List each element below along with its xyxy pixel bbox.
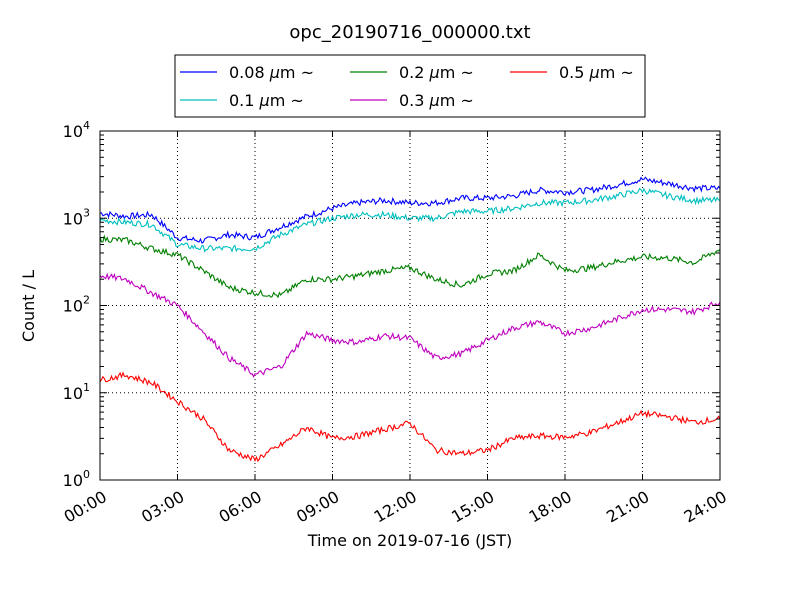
series-line-0.5	[99, 371, 721, 463]
grid	[100, 131, 720, 480]
legend-value: 0.3	[399, 91, 430, 110]
legend-label-0.1: 0.1 μm ~	[229, 91, 304, 110]
legend-mu: μ	[259, 91, 270, 110]
chart-title: opc_20190716_000000.txt	[289, 22, 530, 43]
legend-value: 0.2	[399, 63, 430, 82]
series-line-0.2	[99, 234, 721, 299]
legend-value: 0.1	[229, 91, 260, 110]
series-lines	[99, 176, 721, 463]
y-tick-exponent: 0	[83, 468, 90, 481]
legend-unit: m ~	[440, 91, 474, 110]
legend-label-0.08: 0.08 μm ~	[229, 63, 314, 82]
y-axis-label: Count / L	[19, 270, 38, 342]
y-tick-exponent: 2	[83, 294, 90, 307]
legend: 0.08 μm ~0.1 μm ~0.2 μm ~0.3 μm ~0.5 μm …	[174, 54, 646, 118]
y-tick-exponent: 4	[83, 119, 90, 132]
legend-label-0.2: 0.2 μm ~	[399, 63, 474, 82]
legend-value: 0.5	[559, 63, 590, 82]
legend-unit: m ~	[270, 91, 304, 110]
legend-label-0.3: 0.3 μm ~	[399, 91, 474, 110]
legend-value: 0.08	[229, 63, 270, 82]
legend-unit: m ~	[600, 63, 634, 82]
legend-unit: m ~	[440, 63, 474, 82]
legend-label-0.5: 0.5 μm ~	[559, 63, 634, 82]
legend-mu: μ	[429, 63, 440, 82]
legend-mu: μ	[269, 63, 280, 82]
legend-mu: μ	[429, 91, 440, 110]
y-tick-exponent: 3	[83, 206, 90, 219]
series-line-0.08	[99, 176, 721, 244]
series-line-0.1	[99, 187, 721, 253]
legend-mu: μ	[589, 63, 600, 82]
legend-unit: m ~	[280, 63, 314, 82]
y-tick-exponent: 1	[83, 381, 90, 394]
legend-box	[174, 54, 646, 118]
x-axis-label: Time on 2019-07-16 (JST)	[307, 531, 512, 550]
series-line-0.3	[99, 272, 721, 378]
